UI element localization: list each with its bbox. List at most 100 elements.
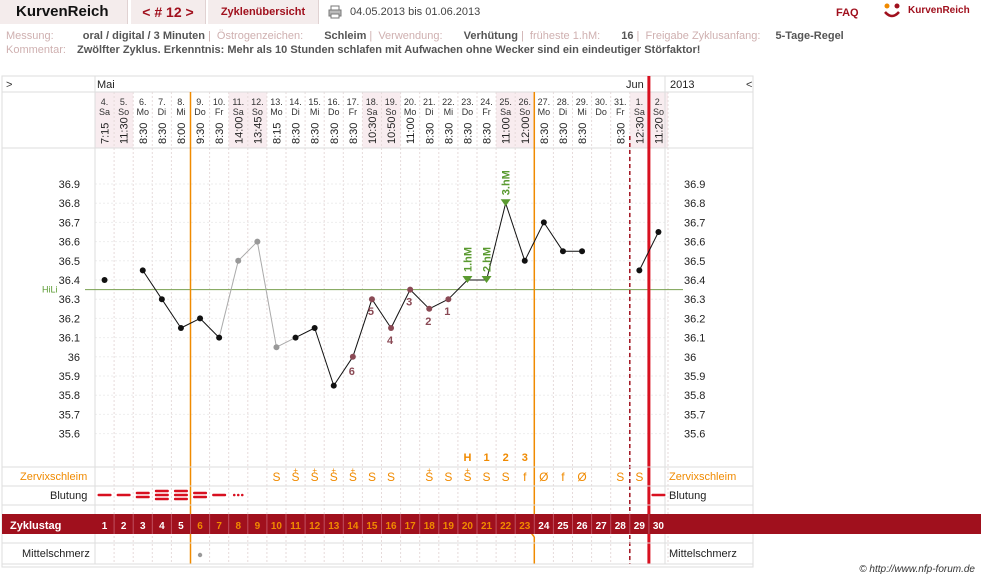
y-tick-label-right: 36.8 xyxy=(684,198,705,210)
day-time: 8:30 xyxy=(577,123,589,144)
day-date: 22. xyxy=(442,97,455,107)
temp-line-segment xyxy=(218,260,239,338)
hm-label: 3.hM xyxy=(501,170,513,195)
copyright: © http://www.nfp-forum.de xyxy=(859,564,975,575)
blood-bar xyxy=(173,489,188,493)
y-tick-label-right: 35.8 xyxy=(684,390,705,402)
blood-bar xyxy=(212,493,227,497)
cycle-day-number: 26 xyxy=(576,521,588,532)
blood-bar xyxy=(154,489,169,493)
blood-bar xyxy=(173,497,188,501)
mucus-symbol: S xyxy=(425,470,433,484)
temp-line-segment xyxy=(314,327,335,386)
y-tick-label-left: 36.6 xyxy=(59,237,80,249)
day-weekday: So xyxy=(386,107,397,117)
blood-bar xyxy=(135,495,150,499)
cycle-day-number: 12 xyxy=(309,521,321,532)
cycle-day-number: 4 xyxy=(159,521,165,532)
row-label-pain: Mittelschmerz xyxy=(22,548,90,560)
y-tick-label-left: 35.9 xyxy=(59,371,80,383)
release-value: 5-Tage-Regel xyxy=(775,30,844,42)
brand-title[interactable]: KurvenReich xyxy=(0,0,128,24)
blood-bar xyxy=(154,497,169,501)
day-weekday: So xyxy=(252,107,263,117)
day-weekday: Mi xyxy=(176,107,186,117)
logo-icon[interactable] xyxy=(882,2,902,20)
y-tick-label-left: 36.3 xyxy=(59,294,80,306)
day-time: 8:30 xyxy=(539,123,551,144)
day-time: 8:30 xyxy=(157,123,169,144)
month-label: Mai xyxy=(97,79,115,91)
day-weekday: Di xyxy=(291,107,300,117)
day-time: 8:30 xyxy=(558,123,570,144)
temp-point-hm xyxy=(500,199,511,207)
temp-point xyxy=(368,296,375,303)
temp-line-segment xyxy=(409,289,430,310)
mucus-plus: + xyxy=(293,466,298,475)
day-time: 14:00 xyxy=(233,116,245,144)
mucus-symbol: S xyxy=(616,470,624,484)
mucus-peak-label: 1 xyxy=(483,452,489,464)
day-date: 23. xyxy=(461,97,474,107)
weekend-shade xyxy=(228,92,248,148)
y-tick-label-left: 36.5 xyxy=(59,256,80,268)
cycle-overview-link[interactable]: Zyklenübersicht xyxy=(208,0,319,24)
day-weekday: Fr xyxy=(349,107,358,117)
day-date: 12. xyxy=(251,97,264,107)
blood-bar xyxy=(154,493,169,497)
mucus-symbol: f xyxy=(523,470,527,484)
day-weekday: Do xyxy=(462,107,474,117)
row-label-mucus-right: Zervixschleim xyxy=(669,471,736,483)
row-label-pain-right: Mittelschmerz xyxy=(669,548,737,560)
chart-frame xyxy=(1,75,754,568)
cycle-day-number: 21 xyxy=(481,521,493,532)
day-date: 27. xyxy=(538,97,551,107)
day-time: 11:30 xyxy=(119,117,131,144)
day-weekday: So xyxy=(118,107,129,117)
y-tick-label-left: 36.4 xyxy=(59,275,80,287)
mucus-symbol: S xyxy=(311,470,319,484)
day-date: 31. xyxy=(614,97,627,107)
logo-text[interactable]: KurvenReich xyxy=(908,5,970,16)
cycle-day-number: 5 xyxy=(178,521,184,532)
row-label-blood-right: Blutung xyxy=(669,490,706,502)
y-tick-label-right: 36.9 xyxy=(684,179,705,191)
day-date: 26. xyxy=(518,97,531,107)
mucus-plus: + xyxy=(312,466,317,475)
mucus-symbol: f xyxy=(561,470,565,484)
day-date: 9. xyxy=(196,97,204,107)
day-time: 11:00 xyxy=(501,117,513,144)
cycle-navigation[interactable]: < # 12 > xyxy=(131,0,206,24)
day-time: 9:30 xyxy=(195,123,207,144)
day-date: 25. xyxy=(499,97,512,107)
day-weekday: Mo xyxy=(404,107,417,117)
cycle-day-number: 28 xyxy=(615,521,627,532)
print-icon[interactable] xyxy=(328,5,342,19)
temp-line-segment xyxy=(276,337,296,348)
day-date: 20. xyxy=(404,97,417,107)
day-time: 8:30 xyxy=(443,123,455,144)
weekend-shade xyxy=(629,92,649,148)
temp-point xyxy=(139,267,146,274)
cycle-day-number: 22 xyxy=(500,521,512,532)
mucus-symbol: S xyxy=(444,470,452,484)
mucus-symbol: S xyxy=(635,470,643,484)
count-label: 1 xyxy=(444,306,450,318)
faq-link[interactable]: FAQ xyxy=(836,7,859,19)
day-date: 18. xyxy=(366,97,379,107)
y-tick-label-left: 36.1 xyxy=(59,333,80,345)
temp-point xyxy=(540,219,547,226)
y-tick-label-left: 36.9 xyxy=(59,179,80,191)
cycle-day-number: 30 xyxy=(653,521,665,532)
temp-point xyxy=(445,296,452,303)
weekend-shade xyxy=(648,92,668,148)
blood-bar xyxy=(193,495,208,499)
day-weekday: Sa xyxy=(233,107,244,117)
day-weekday: So xyxy=(653,107,664,117)
day-weekday: Mo xyxy=(136,107,149,117)
cycle-day-number: 19 xyxy=(443,521,455,532)
year-label: 2013 xyxy=(670,79,694,91)
temp-line-segment xyxy=(486,203,507,281)
day-weekday: Sa xyxy=(99,107,110,117)
